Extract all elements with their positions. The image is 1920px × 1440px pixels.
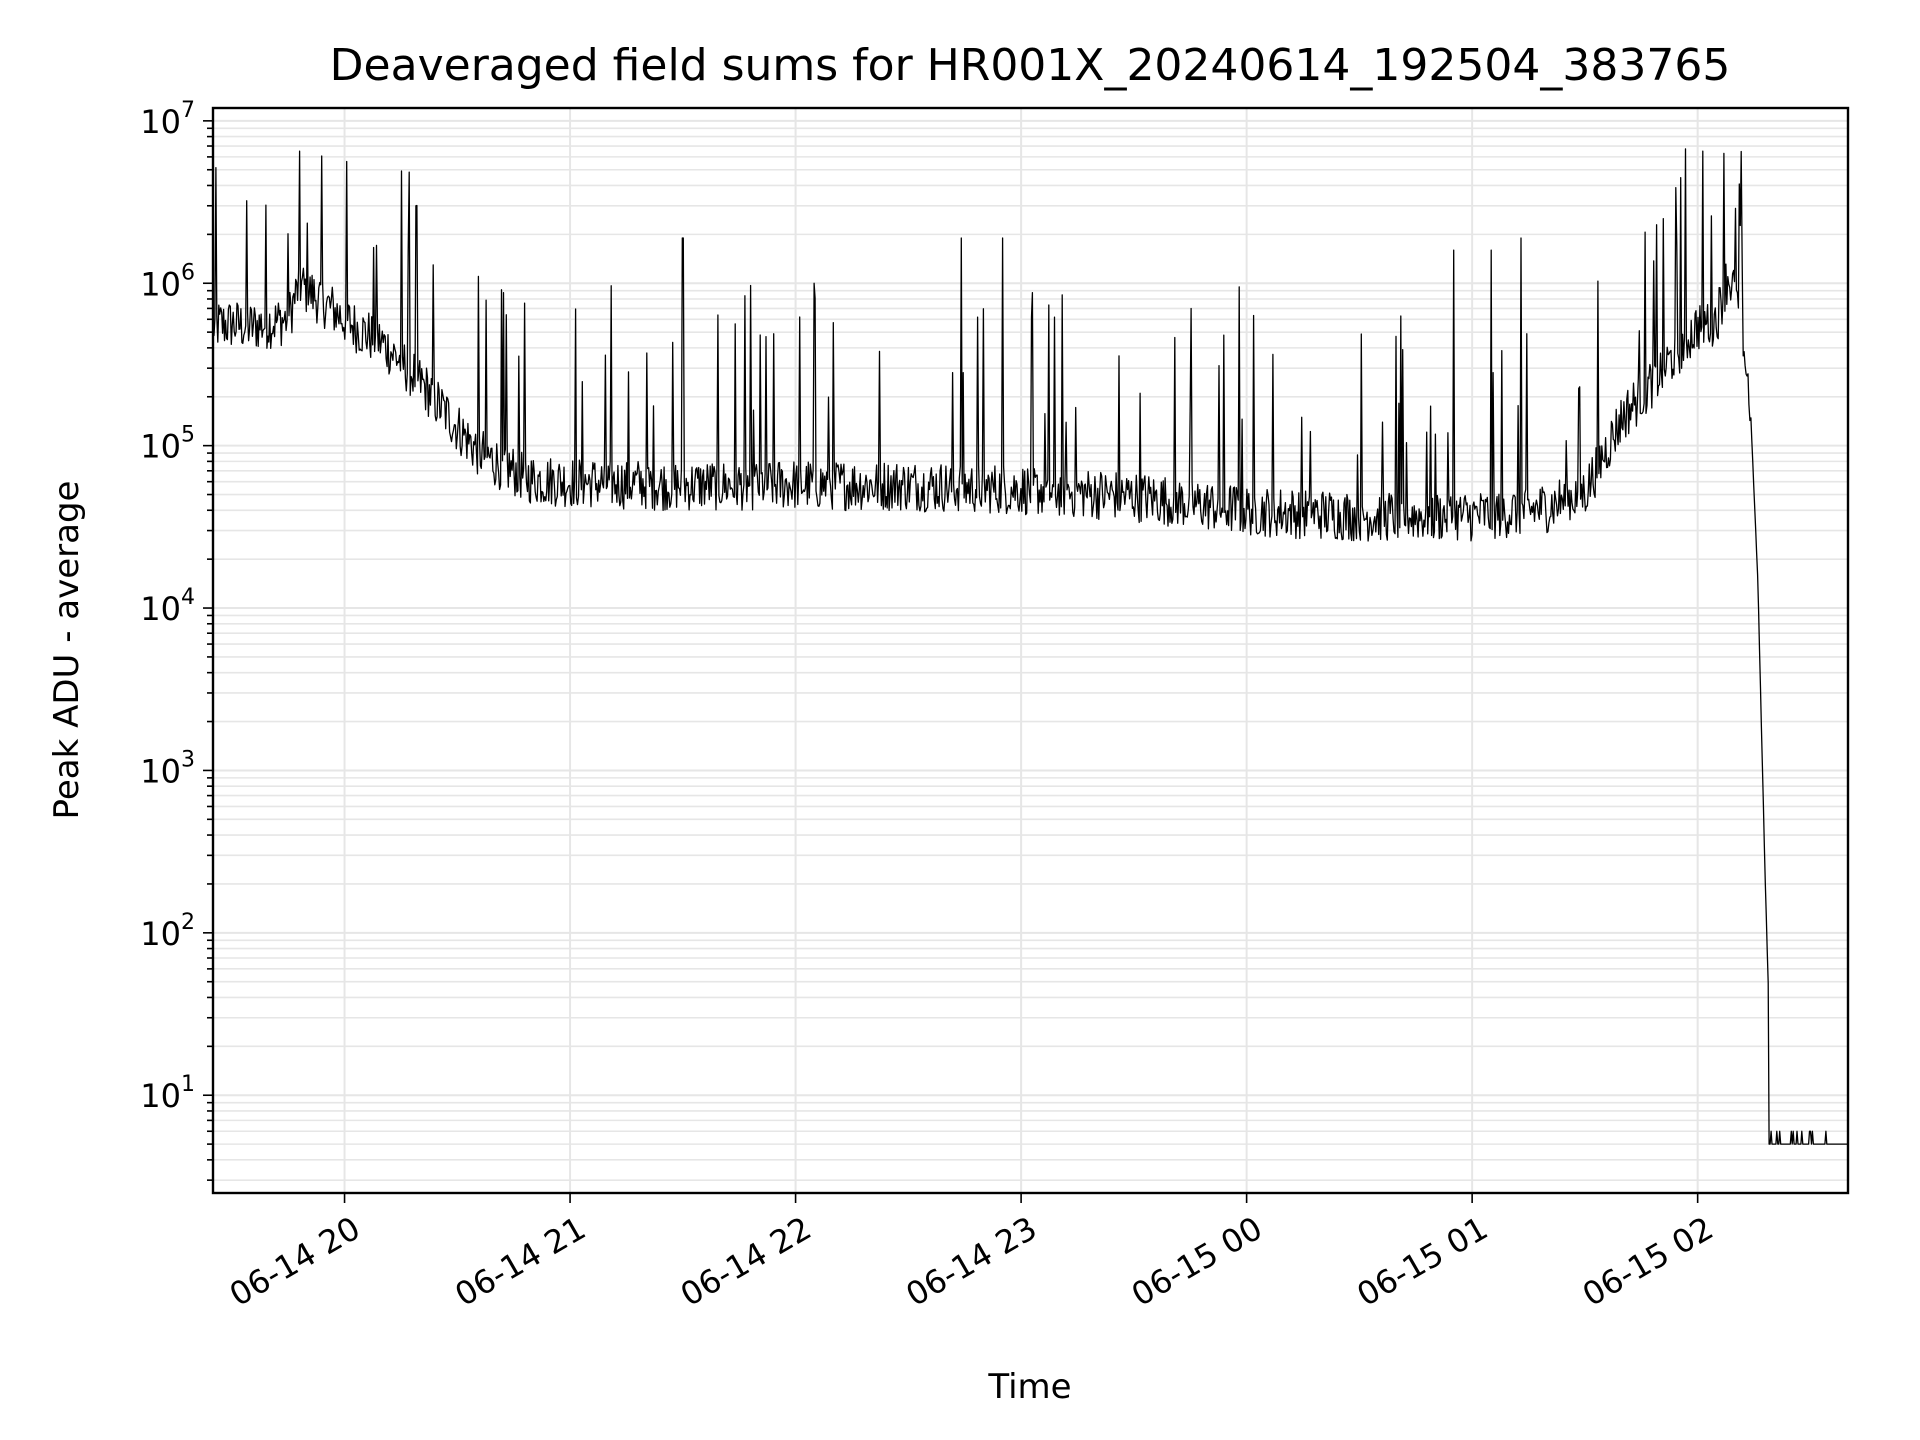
plot-frame xyxy=(211,106,1850,1195)
y-tick-label: 104 xyxy=(140,585,195,628)
series-layer xyxy=(212,148,1848,1145)
series-line xyxy=(212,148,1848,1145)
chart-title: Deaveraged field sums for HR001X_2024061… xyxy=(330,40,1731,91)
y-tick-label: 107 xyxy=(140,98,195,141)
y-tick-label: 101 xyxy=(140,1072,195,1115)
x-axis-label: Time xyxy=(987,1367,1071,1407)
y-tick-label: 106 xyxy=(140,260,195,303)
y-tick-label: 103 xyxy=(140,747,195,790)
y-tick-label: 105 xyxy=(140,423,195,466)
y-tick-label: 102 xyxy=(140,910,195,953)
y-axis-label: Peak ADU - average xyxy=(47,481,87,820)
